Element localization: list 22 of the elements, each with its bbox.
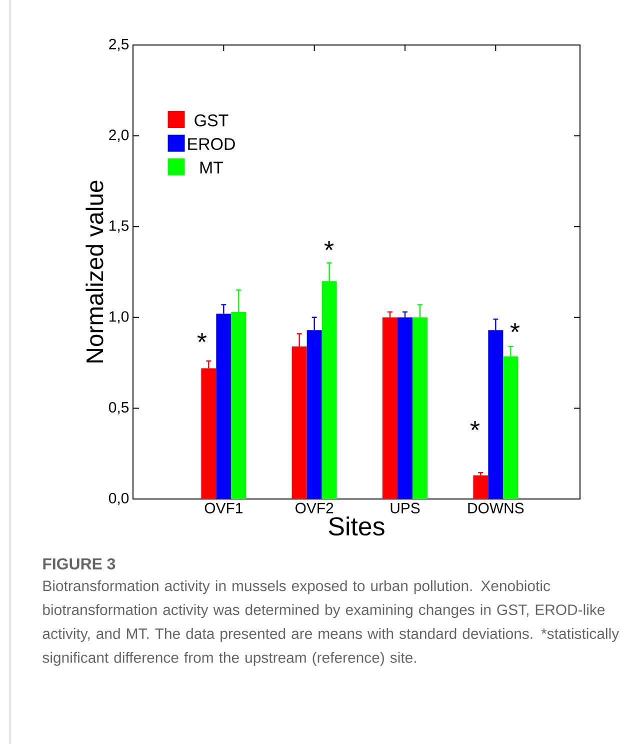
y-tick-label: 1,0 [110, 311, 129, 324]
x-tick-label: DOWNS [468, 502, 524, 514]
y-tick-label: 2,0 [109, 130, 129, 142]
legend-label: GST [194, 114, 228, 126]
annotation: * [510, 323, 520, 332]
y-tick-label: 1,5 [110, 220, 129, 233]
text: Biotransformation activity in mussels exposed to urban pollution. Xenobiotic biotransformation activity was determined by examining changes in GST, EROD-like activity, and MT. The data presented are means with standard deviations. *statistically significant difference from the upstream (reference) site. [42, 580, 620, 666]
y-tick-label: 2,5 [109, 38, 129, 52]
y-tick-label: 0,0 [108, 492, 129, 506]
y-axis-title: Normalized value [86, 180, 104, 362]
legend-label: MT [200, 162, 224, 174]
x-tick-label: OVF1 [204, 502, 242, 514]
legend-label: EROD [188, 138, 235, 150]
annotation: * [470, 421, 480, 430]
x-tick-label: UPS [390, 502, 420, 514]
annotation: * [197, 333, 207, 342]
annotation: * [324, 241, 334, 250]
y-tick-label: 0,5 [108, 402, 129, 414]
x-axis-title: Sites [328, 516, 384, 536]
caption: FIGURE 3 [43, 558, 116, 570]
bar [473, 475, 488, 499]
x-tick-label: OVF2 [296, 502, 334, 514]
